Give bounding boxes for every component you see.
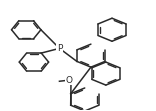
Text: P: P bbox=[57, 44, 62, 53]
Text: O: O bbox=[65, 76, 72, 85]
